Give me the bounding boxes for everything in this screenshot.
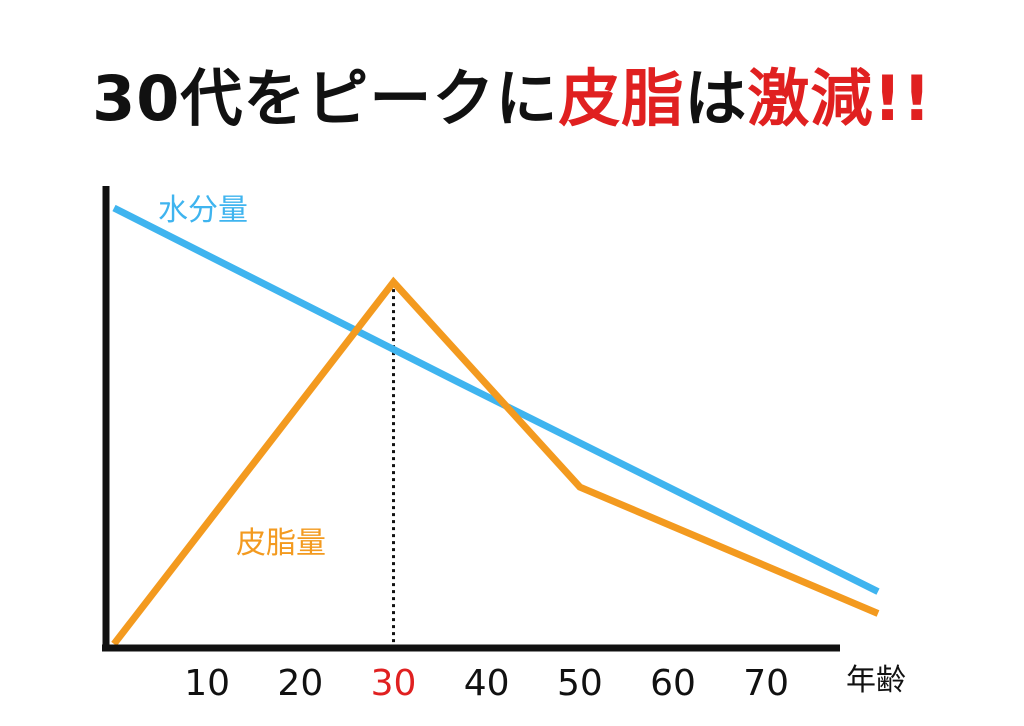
sebum-series-line [111, 276, 880, 647]
x-tick-label-10: 10 [184, 663, 230, 704]
series-label-water: 水分量 [158, 193, 248, 228]
title-part-1: 30代をピークに [92, 62, 559, 135]
title-part-4: 激減!! [747, 62, 932, 135]
x-tick-label-20: 20 [277, 663, 323, 704]
x-tick-label-70: 70 [743, 663, 789, 704]
x-axis-label: 年齢 [846, 663, 906, 698]
series-label-sebum: 皮脂量 [236, 526, 326, 561]
x-tick-label-40: 40 [464, 663, 510, 704]
x-tick-label-50: 50 [557, 663, 603, 704]
chart-title: 30代をピークに皮脂は激減!! [0, 48, 1024, 138]
water-series-line [112, 204, 880, 595]
title-part-3: は [684, 62, 748, 135]
x-tick-label-60: 60 [650, 663, 696, 704]
x-tick-label-30: 30 [371, 663, 417, 704]
title-part-2: 皮脂 [558, 62, 685, 135]
